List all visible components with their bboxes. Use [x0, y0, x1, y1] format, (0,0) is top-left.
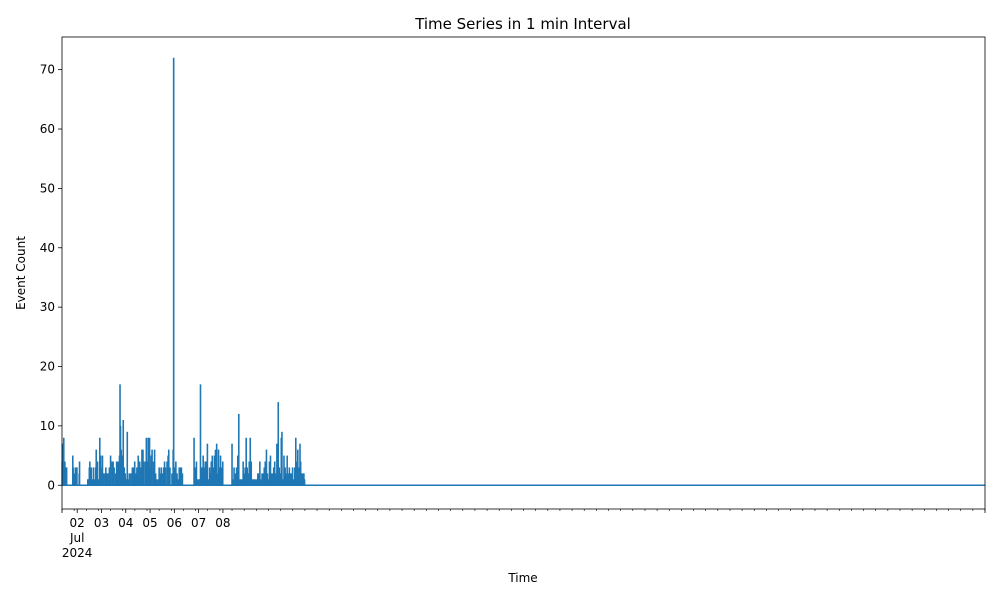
x-tick-sublabel: 2024 — [62, 546, 93, 560]
y-tick-label: 60 — [40, 122, 55, 136]
y-tick-label: 50 — [40, 181, 55, 195]
x-tick-sublabel: Jul — [69, 531, 84, 545]
y-tick-label: 10 — [40, 419, 55, 433]
x-tick-label: 08 — [215, 516, 230, 530]
x-tick-label: 05 — [142, 516, 157, 530]
plot-frame — [61, 36, 986, 510]
y-tick-label: 40 — [40, 241, 55, 255]
y-tick-label: 20 — [40, 360, 55, 374]
x-tick-label: 03 — [94, 516, 109, 530]
x-tick-label: 07 — [191, 516, 206, 530]
plot-area — [61, 57, 985, 487]
x-tick-label: 02 — [70, 516, 85, 530]
x-axis-label: Time — [507, 571, 537, 585]
y-tick-label: 0 — [47, 478, 55, 492]
y-axis-ticks: 0 10 20 30 40 50 60 70 — [40, 63, 62, 492]
x-tick-label: 04 — [118, 516, 133, 530]
x-tick-label: 06 — [167, 516, 182, 530]
y-tick-label: 30 — [40, 300, 55, 314]
chart-title: Time Series in 1 min Interval — [414, 15, 631, 33]
y-axis-label: Event Count — [14, 236, 28, 310]
y-tick-label: 70 — [40, 63, 55, 77]
